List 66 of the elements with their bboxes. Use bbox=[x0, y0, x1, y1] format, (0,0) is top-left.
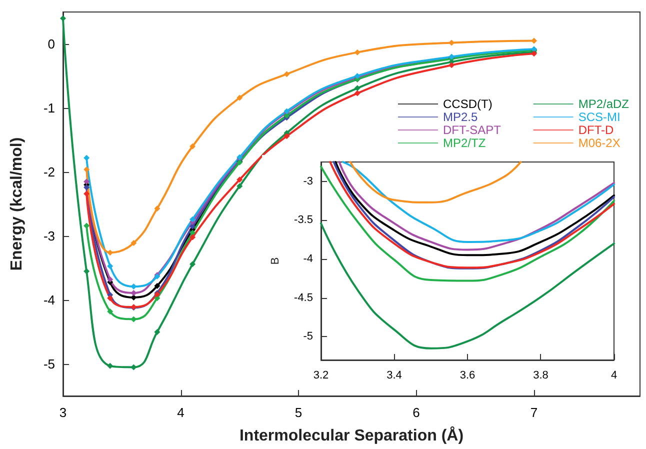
point bbox=[354, 85, 360, 92]
y-axis-title: B bbox=[270, 257, 282, 265]
point bbox=[84, 184, 90, 190]
legend-label: MP2/TZ bbox=[443, 136, 486, 150]
x-tick-label: 5 bbox=[294, 405, 302, 420]
y-tick-label: -5 bbox=[303, 330, 313, 343]
point bbox=[190, 216, 196, 222]
x-tick-label: 3.8 bbox=[533, 370, 548, 382]
point bbox=[107, 276, 114, 283]
point bbox=[154, 205, 160, 212]
y-axis-title: Energy (kcal/mol) bbox=[8, 137, 26, 271]
line-series bbox=[320, 222, 615, 350]
point bbox=[354, 49, 360, 56]
y-tick-label: -3.5 bbox=[294, 214, 313, 226]
point bbox=[190, 261, 196, 268]
x-axis-title: Intermolecular Separation (Å) bbox=[239, 426, 464, 444]
y-tick-label: -3 bbox=[303, 175, 313, 188]
point bbox=[190, 143, 196, 150]
x-tick-label: 7 bbox=[530, 405, 538, 420]
x-tick-label: 3.4 bbox=[386, 370, 402, 382]
legend-label: SCS-MI bbox=[578, 110, 620, 124]
point bbox=[130, 240, 137, 246]
point bbox=[190, 234, 196, 240]
point bbox=[236, 183, 243, 190]
legend-label: MP2/aDZ bbox=[578, 97, 630, 111]
point bbox=[236, 94, 243, 101]
point bbox=[154, 329, 160, 335]
line-series bbox=[349, 161, 522, 204]
y-tick-label: -3 bbox=[43, 228, 55, 244]
point bbox=[284, 133, 290, 140]
point bbox=[354, 90, 360, 96]
y-tick-label: -5 bbox=[43, 356, 55, 372]
point bbox=[84, 268, 90, 274]
y-tick-label: -1 bbox=[43, 100, 55, 116]
legend-label: DFT-SAPT bbox=[443, 123, 502, 137]
point bbox=[107, 295, 114, 302]
point bbox=[236, 176, 243, 183]
y-tick-label: -4 bbox=[43, 292, 55, 308]
point bbox=[531, 38, 538, 44]
x-tick-label: 6 bbox=[412, 405, 420, 420]
point bbox=[448, 62, 455, 68]
x-tick-label: 3 bbox=[59, 405, 67, 420]
line-series bbox=[320, 166, 615, 282]
point bbox=[84, 166, 90, 172]
point bbox=[84, 190, 90, 197]
point bbox=[84, 178, 90, 185]
x-tick-label: 4 bbox=[610, 370, 618, 382]
point bbox=[107, 308, 114, 315]
point bbox=[284, 71, 290, 78]
legend-label: DFT-D bbox=[578, 123, 614, 137]
point bbox=[84, 154, 90, 161]
y-tick-label: -4.5 bbox=[294, 292, 313, 304]
point bbox=[84, 222, 90, 229]
point bbox=[154, 282, 160, 289]
legend-label: M06-2X bbox=[578, 136, 620, 150]
y-tick-label: -2 bbox=[43, 164, 55, 180]
legend-label: MP2.5 bbox=[443, 110, 478, 124]
point bbox=[60, 15, 66, 22]
y-tick-label: -4 bbox=[303, 253, 313, 266]
x-tick-label: 3.2 bbox=[313, 370, 329, 382]
point bbox=[107, 362, 114, 369]
y-tick-label: 0 bbox=[48, 36, 55, 52]
legend-label: CCSD(T) bbox=[443, 97, 492, 111]
x-tick-label: 3.6 bbox=[460, 370, 476, 382]
point bbox=[107, 263, 114, 270]
x-tick-label: 4 bbox=[177, 405, 184, 420]
